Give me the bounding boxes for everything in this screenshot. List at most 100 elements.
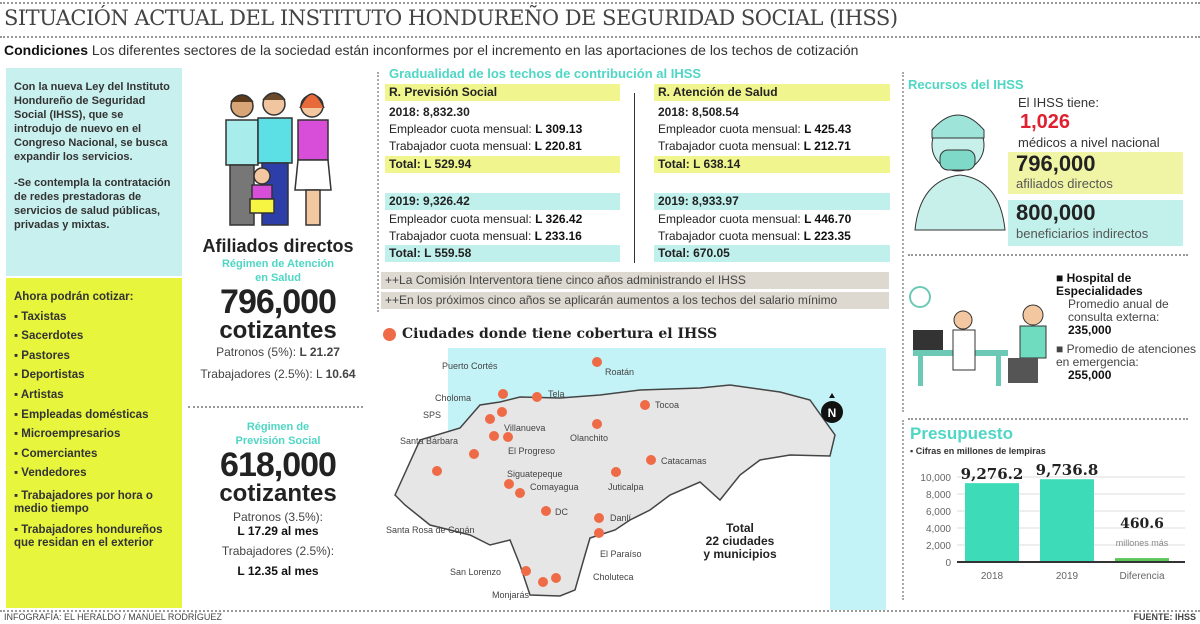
city-dot (640, 400, 650, 410)
beneficiarios-label: beneficiarios indirectos (1016, 226, 1149, 241)
city-label: SPS (423, 410, 441, 420)
city-label: DC (555, 507, 568, 517)
city-dot (592, 357, 602, 367)
y-tick-label: 6,000 (926, 507, 951, 518)
note: ++La Comisión Interventora tiene cinco a… (381, 272, 889, 289)
emergencia-block: ■ Promedio de atenciones en emergencia: (1056, 343, 1196, 369)
empleador-row: Empleador cuota mensual: L 326.42 (385, 211, 582, 228)
city-dot (594, 528, 604, 538)
list-item: Empleadas domésticas (14, 406, 174, 426)
city-label: Siguatepeque (507, 469, 563, 479)
trabajador-row: Trabajador cuota mensual: L 212.71 (654, 138, 851, 155)
doctor-illustration (914, 114, 1006, 231)
city-dot (503, 432, 513, 442)
divider (908, 254, 1188, 256)
year-2019: 2019: 8,933.97 (654, 193, 890, 210)
list-item: Sacerdotes (14, 327, 174, 347)
list-title: Ahora podrán cotizar: (14, 291, 134, 303)
conditions-text: Los diferentes sectores de la sociedad e… (88, 42, 859, 58)
city-dot (551, 573, 561, 583)
city-dot (541, 506, 551, 516)
trabajador-value: L 223.35 (803, 229, 851, 243)
city-label: Comayagua (530, 482, 579, 492)
emergencia-value: 255,000 (1068, 368, 1112, 382)
chart-subtitle-text: Cifras en millones de lempiras (915, 446, 1046, 456)
year-2019: 2019: 9,326.42 (385, 193, 620, 210)
afiliados-box: 796,000 afiliados directos (1008, 152, 1183, 194)
afiliados-prevision: Régimen de Previsión Social 618,000 coti… (188, 420, 368, 578)
column-divider (634, 93, 635, 263)
empleador-label: Empleador cuota mensual: (658, 212, 805, 226)
city-dot-icon (383, 327, 396, 341)
family-illustration (225, 92, 332, 226)
empleador-value: L 326.42 (535, 212, 583, 226)
city-label: Catacamas (661, 456, 707, 466)
city-markers: Roatán Puerto Cortés Tela Tocoa Choloma SPS Ol… (386, 357, 707, 600)
consulta-label: Promedio anual de consulta externa: (1068, 297, 1169, 324)
city-label: Santa Bárbara (400, 436, 458, 446)
afiliados-title: Afiliados directos (202, 236, 354, 256)
value-label: 9,276.2 (961, 465, 1024, 483)
divider (908, 418, 1188, 420)
conditions-label: Condiciones (4, 42, 89, 58)
list-item: Taxistas (14, 308, 174, 328)
beneficiarios-count: 800,000 (1016, 200, 1096, 225)
city-dot (515, 488, 525, 498)
list-item: Microempresarios (14, 425, 174, 445)
list-item: Trabajadores hondureños que residan en e… (14, 524, 174, 550)
prevision-patronos-value: L 17.29 al mes (237, 524, 319, 538)
city-label: Olanchito (570, 433, 608, 443)
salud-unit: cotizantes (219, 317, 337, 344)
city-dot (538, 577, 548, 587)
city-dot (592, 419, 602, 429)
divider (0, 2, 1200, 4)
empleador-label: Empleador cuota mensual: (658, 122, 805, 136)
bullet-icon: ▪ (910, 446, 916, 456)
note: ++En los próximos cinco años se aplicará… (381, 292, 889, 309)
salud-trab-label: Trabajadores (2.5%): L (200, 367, 326, 381)
total-2019: Total: L 559.58 (385, 245, 620, 262)
divider (902, 72, 904, 412)
hospital-name: Hospital de Especialidades (1056, 271, 1143, 298)
city-label: Villanueva (504, 423, 545, 433)
city-label: Tela (548, 389, 565, 399)
divider (0, 610, 1200, 612)
salud-count: 796,000 (220, 283, 337, 321)
bullet-icon: ■ (1056, 342, 1067, 356)
north-label: N (828, 406, 837, 420)
city-label: Monjarás (492, 590, 530, 600)
trabajador-row: Trabajador cuota mensual: L 233.16 (385, 228, 582, 245)
empleador-label: Empleador cuota mensual: (389, 212, 536, 226)
conditions-line: Condiciones Los diferentes sectores de l… (4, 42, 858, 58)
trabajador-row: Trabajador cuota mensual: L 220.81 (385, 138, 582, 155)
empleador-row: Empleador cuota mensual: L 446.70 (654, 211, 851, 228)
city-dot (432, 466, 442, 476)
empleador-value: L 309.13 (535, 122, 583, 136)
x-tick-label: 2019 (1056, 571, 1079, 582)
afiliados-label: afiliados directos (1016, 176, 1113, 191)
y-tick-label: 10,000 (920, 473, 951, 484)
city-dot (594, 513, 604, 523)
city-label: San Lorenzo (450, 567, 501, 577)
salud-patronos-value: L 21.27 (299, 345, 340, 359)
emergencia-label: Promedio de atenciones en emergencia: (1056, 342, 1197, 369)
prevision-patronos-label: Patronos (3.5%): (232, 510, 324, 524)
trabajador-value: L 233.16 (534, 229, 582, 243)
trabajador-row: Trabajador cuota mensual: L 223.35 (654, 228, 851, 245)
empleador-row: Empleador cuota mensual: L 425.43 (654, 121, 851, 138)
col-header: R. Previsión Social (385, 84, 620, 101)
city-dot (521, 566, 531, 576)
trabajador-label: Trabajador cuota mensual: (658, 229, 804, 243)
city-label: Juticalpa (608, 482, 644, 492)
chart-title: Presupuesto (910, 424, 1013, 443)
trabajador-value: L 212.71 (803, 139, 851, 153)
city-dot (646, 455, 656, 465)
city-label: Roatán (605, 367, 634, 377)
hospital-title: ■ Hospital de Especialidades (1056, 272, 1196, 298)
year-2018: 2018: 8,508.54 (658, 105, 739, 119)
list-item: Comerciantes (14, 445, 174, 465)
clock-icon (909, 286, 931, 308)
prevision-count: 618,000 (220, 446, 337, 484)
trabajador-label: Trabajador cuota mensual: (658, 139, 804, 153)
